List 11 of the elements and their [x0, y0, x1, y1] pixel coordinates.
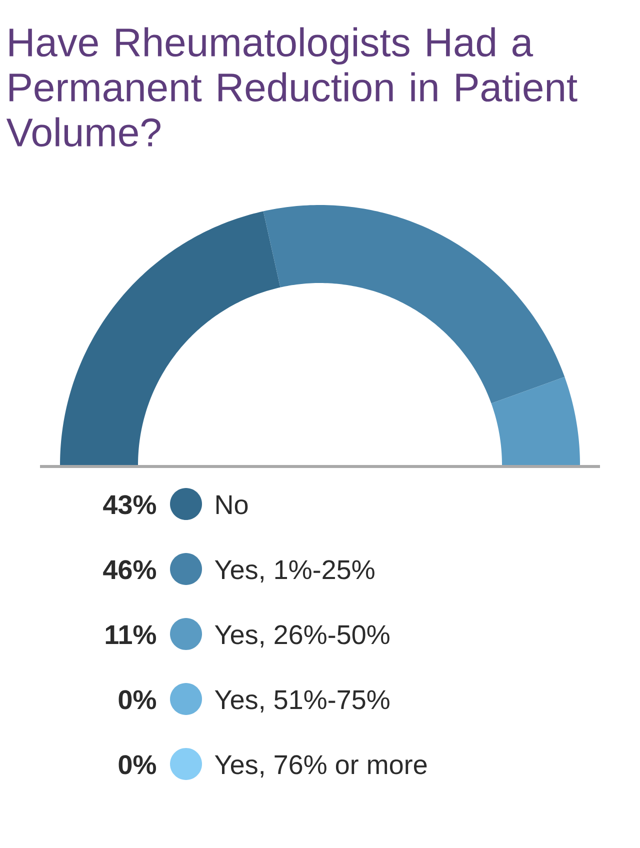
legend-label: Yes, 26%-50% [214, 625, 390, 648]
legend-label: Yes, 51%-75% [214, 690, 390, 712]
data-label: 43% [103, 495, 156, 514]
legend-label: Yes, 1%-25% [214, 560, 374, 582]
data-label: 46% [103, 560, 156, 580]
text: 0% [118, 755, 156, 774]
text: 0% [118, 690, 156, 710]
legend-label: Yes, 76% or more [214, 755, 427, 778]
legend-label: No [216, 495, 248, 514]
data-label: 11% [106, 625, 156, 644]
chart-title: Have Rheumatologists Had a Permanent Reduction in Patient Volume? [6, 27, 578, 147]
